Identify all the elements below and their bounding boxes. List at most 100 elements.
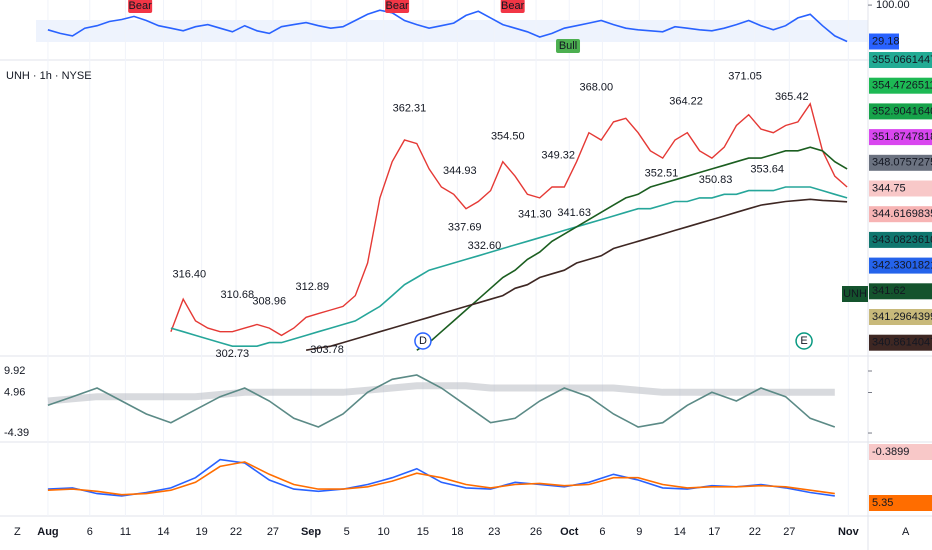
price-label-bg bbox=[869, 444, 932, 460]
price-label: 341.62 bbox=[872, 285, 906, 297]
signal-badge bbox=[500, 0, 525, 13]
price-annotation: 364.22 bbox=[669, 95, 703, 107]
event-marker bbox=[795, 332, 813, 350]
x-tick-label: 19 bbox=[196, 526, 208, 538]
x-tick-label: 11 bbox=[120, 526, 131, 538]
symbol-chip-label: UNH bbox=[843, 288, 867, 300]
series-line bbox=[416, 146, 848, 351]
signal-badge bbox=[556, 39, 581, 53]
price-label-bg bbox=[869, 103, 932, 120]
y-tick-label: 4.96 bbox=[4, 386, 25, 398]
price-label: 348.07572753 bbox=[872, 157, 932, 169]
x-tick-label: 17 bbox=[708, 526, 720, 538]
price-annotation: 341.63 bbox=[557, 207, 591, 219]
signal-label: Bull bbox=[559, 40, 577, 52]
price-label-bg bbox=[869, 154, 932, 171]
x-tick-label: 27 bbox=[267, 526, 279, 538]
x-tick-label: 22 bbox=[230, 526, 242, 538]
signal-badge bbox=[128, 0, 153, 13]
price-annotation: 349.32 bbox=[541, 149, 575, 161]
y-tick-label: -4.39 bbox=[4, 427, 29, 439]
series-line bbox=[47, 9, 848, 43]
x-tick-label: 18 bbox=[451, 526, 463, 538]
x-tick-label: Oct bbox=[560, 526, 579, 538]
price-annotation: 341.30 bbox=[518, 208, 552, 220]
x-tick-label: Aug bbox=[37, 526, 58, 538]
price-label-bg bbox=[869, 77, 932, 94]
x-tick-label: 26 bbox=[530, 526, 542, 538]
price-label-bg bbox=[869, 334, 932, 351]
series-line bbox=[170, 186, 848, 347]
price-annotation: 332.60 bbox=[468, 240, 502, 252]
price-label: 5.35 bbox=[872, 497, 893, 509]
x-tick-label: Nov bbox=[838, 526, 860, 538]
signal-label: Bear bbox=[501, 0, 525, 12]
price-annotation: 368.00 bbox=[579, 82, 613, 94]
series-line bbox=[305, 198, 848, 351]
symbol-chip bbox=[842, 286, 868, 302]
event-label: D bbox=[419, 335, 427, 347]
price-annotation: 310.68 bbox=[220, 289, 254, 301]
price-label: 352.90416407 bbox=[872, 105, 932, 117]
series-line bbox=[47, 461, 835, 496]
x-tick-label: 22 bbox=[749, 526, 761, 538]
price-label: 344.61698350 bbox=[872, 208, 932, 220]
event-marker bbox=[414, 332, 432, 350]
last-value-bg bbox=[869, 33, 899, 50]
price-annotation: 303.78 bbox=[310, 344, 344, 356]
price-annotation: 354.50 bbox=[491, 131, 525, 143]
price-annotation: 365.42 bbox=[775, 91, 809, 103]
price-label: 343.08236106 bbox=[872, 234, 932, 246]
price-annotation: 352.51 bbox=[645, 168, 679, 180]
price-label: 341.29643996 bbox=[872, 311, 932, 323]
price-label: -0.3899 bbox=[872, 446, 909, 458]
y-tick-label: 100.00 bbox=[876, 0, 910, 11]
x-tick-label: 14 bbox=[157, 526, 169, 538]
x-tick-label: 15 bbox=[417, 526, 429, 538]
price-label: 354.47265110 bbox=[872, 80, 932, 92]
series-line bbox=[47, 382, 835, 405]
event-label: E bbox=[800, 335, 807, 347]
price-label-bg bbox=[869, 206, 932, 223]
price-label: 340.86140477 bbox=[872, 337, 932, 349]
price-label-bg bbox=[869, 257, 932, 274]
x-tick-label: 10 bbox=[377, 526, 389, 538]
chart-title: UNH · 1h · NYSE bbox=[6, 70, 92, 82]
x-tick-label: 9 bbox=[636, 526, 642, 538]
price-label-bg bbox=[869, 495, 932, 511]
price-label-bg bbox=[869, 231, 932, 248]
x-tick-label: Sep bbox=[301, 526, 321, 538]
x-tick-label: 27 bbox=[783, 526, 795, 538]
x-tick-label: 14 bbox=[674, 526, 686, 538]
y-tick-label: 9.92 bbox=[4, 365, 25, 377]
right-button[interactable]: A bbox=[902, 526, 910, 538]
price-label-bg bbox=[869, 52, 932, 68]
x-tick-label: 6 bbox=[599, 526, 605, 538]
signal-label: Bear bbox=[385, 0, 409, 12]
price-annotation: 308.96 bbox=[252, 295, 286, 307]
price-annotation: 353.64 bbox=[750, 164, 784, 176]
price-annotation: 362.31 bbox=[393, 102, 427, 114]
price-annotation: 350.83 bbox=[699, 174, 733, 186]
price-label-bg bbox=[869, 129, 932, 146]
series-line bbox=[170, 102, 848, 337]
signal-badge bbox=[385, 0, 410, 13]
price-label: 351.87478184 bbox=[872, 131, 932, 143]
price-annotation: 337.69 bbox=[448, 221, 482, 233]
price-label-bg bbox=[869, 309, 932, 325]
price-label: 355.06614475 bbox=[872, 54, 932, 66]
price-annotation: 312.89 bbox=[295, 281, 329, 293]
price-label-bg bbox=[869, 283, 932, 300]
signal-label: Bear bbox=[129, 0, 153, 12]
price-annotation: 316.40 bbox=[173, 268, 207, 280]
price-label: 344.75 bbox=[872, 182, 906, 194]
price-annotation: 371.05 bbox=[728, 71, 762, 83]
price-label: 342.33018218 bbox=[872, 260, 932, 272]
left-button[interactable]: Z bbox=[14, 526, 21, 538]
x-tick-label: 5 bbox=[344, 526, 350, 538]
series-line bbox=[47, 374, 836, 428]
price-label-bg bbox=[869, 180, 932, 197]
x-tick-label: 23 bbox=[488, 526, 500, 538]
price-annotation: 302.73 bbox=[216, 348, 250, 360]
